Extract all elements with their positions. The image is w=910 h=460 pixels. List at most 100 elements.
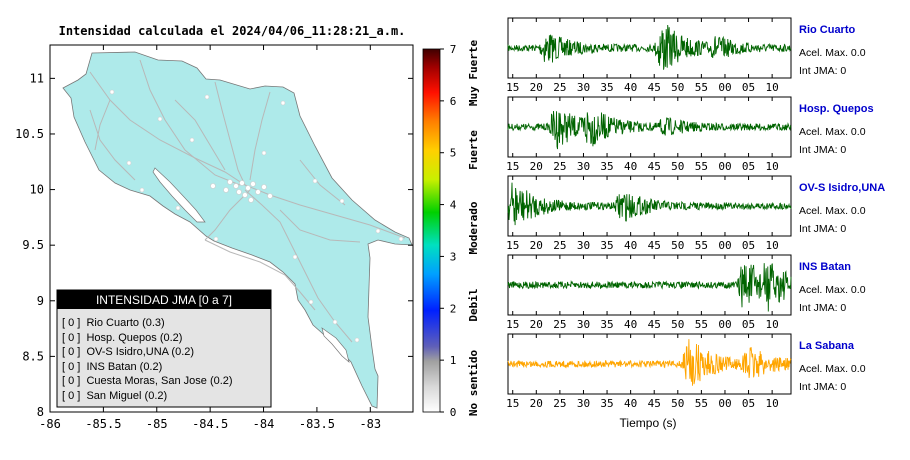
acel-max-label: Acel. Max. 0.0 bbox=[799, 126, 866, 138]
colorbar-tick-label: 0 bbox=[450, 406, 457, 419]
waveform-tick-label: 40 bbox=[624, 397, 637, 410]
waveform-tick-label: 00 bbox=[718, 318, 731, 331]
station-markers bbox=[109, 89, 404, 343]
map-x-tick-label: -83 bbox=[359, 417, 381, 431]
waveform-tick-label: 35 bbox=[600, 318, 613, 331]
int-jma-label: Int JMA: 0 bbox=[799, 223, 846, 235]
waveform-tick-label: 15 bbox=[506, 318, 519, 331]
legend-item-6: [ 0 ] San Miguel (0.2) bbox=[62, 390, 167, 402]
waveform-tick-label: 15 bbox=[506, 160, 519, 173]
colorbar-tick-label: 4 bbox=[450, 199, 457, 212]
waveform-tick-label: 55 bbox=[695, 239, 708, 252]
map-y-axis: 8 8.5 9 9.5 10 10.5 11 bbox=[15, 71, 413, 419]
waveform-trace bbox=[507, 263, 792, 312]
waveform-panel: 15 20 25 30 35 40 45 50 55 00 05 10 OV-S Isidro,UNA A… bbox=[506, 175, 885, 252]
waveform-tick-label: 45 bbox=[648, 318, 661, 331]
station-name: OV-S Isidro,UNA bbox=[799, 182, 885, 194]
waveform-tick-label: 40 bbox=[624, 318, 637, 331]
legend-item-2: [ 0 ] Hosp. Quepos (0.2) bbox=[62, 332, 182, 344]
map-x-tick-label: -84 bbox=[253, 417, 275, 431]
int-jma-label: Int JMA: 0 bbox=[799, 65, 846, 77]
waveform-tick-label: 30 bbox=[577, 81, 590, 94]
waveform-panel: 15 20 25 30 35 40 45 50 55 00 05 10 Rio Cuarto Acel. … bbox=[506, 17, 866, 94]
colorbar-label-debil: Debil bbox=[467, 288, 480, 321]
waveform-x-label: Tiempo (s) bbox=[620, 416, 677, 430]
station-marker bbox=[332, 319, 338, 325]
colorbar-tick-label: 3 bbox=[450, 250, 457, 263]
station-marker bbox=[292, 254, 298, 260]
waveform-tick-label: 00 bbox=[718, 397, 731, 410]
colorbar-tick-label: 1 bbox=[450, 354, 457, 367]
waveform-tick-label: 45 bbox=[648, 160, 661, 173]
waveform-tick-label: 35 bbox=[600, 160, 613, 173]
waveform-trace bbox=[507, 339, 792, 386]
station-marker bbox=[245, 185, 251, 191]
waveform-tick-label: 10 bbox=[766, 239, 779, 252]
station-marker bbox=[261, 150, 267, 156]
station-marker bbox=[189, 137, 195, 143]
station-marker bbox=[308, 299, 314, 305]
station-marker bbox=[280, 100, 286, 106]
station-name: La Sabana bbox=[799, 340, 855, 352]
legend-item-3: [ 0 ] OV-S Isidro,UNA (0.2) bbox=[62, 346, 194, 358]
waveform-tick-label: 00 bbox=[718, 81, 731, 94]
map-y-tick-label: 10.5 bbox=[15, 127, 44, 141]
station-marker bbox=[267, 193, 273, 199]
colorbar-label-muy-fuerte: Muy Fuerte bbox=[467, 40, 480, 107]
station-marker bbox=[223, 187, 229, 193]
waveform-tick-label: 00 bbox=[718, 160, 731, 173]
acel-max-label: Acel. Max. 0.0 bbox=[799, 205, 866, 217]
waveform-tick-label: 20 bbox=[530, 318, 543, 331]
map-y-tick-label: 11 bbox=[30, 71, 44, 85]
station-marker bbox=[213, 236, 219, 242]
colorbar-ticks: 0 1 2 3 4 5 6 7 bbox=[440, 43, 457, 419]
waveform-tick-label: 35 bbox=[600, 239, 613, 252]
waveform-tick-label: 05 bbox=[742, 397, 755, 410]
legend-title: INTENSIDAD JMA [0 a 7] bbox=[96, 293, 232, 307]
station-name: Hosp. Quepos bbox=[799, 103, 874, 115]
costa-rica-land bbox=[62, 51, 413, 409]
waveform-tick-label: 10 bbox=[766, 81, 779, 94]
golfo-dulce bbox=[321, 327, 350, 363]
waveform-tick-label: 50 bbox=[671, 318, 684, 331]
map-x-tick-label: -85.5 bbox=[85, 417, 121, 431]
station-marker bbox=[375, 228, 381, 234]
legend-title-bar bbox=[57, 290, 271, 309]
waveform-tick-label: 50 bbox=[671, 81, 684, 94]
map-x-axis: -86 -85.5 -85 -84.5 -84 -83.5 -83 bbox=[39, 45, 381, 431]
station-marker bbox=[261, 184, 267, 190]
station-marker bbox=[175, 205, 181, 211]
waveform-tick-label: 55 bbox=[695, 160, 708, 173]
legend-item-4: [ 0 ] INS Batan (0.2) bbox=[62, 361, 162, 373]
waveform-tick-label: 30 bbox=[577, 160, 590, 173]
map-y-tick-label: 8 bbox=[37, 405, 44, 419]
waveform-tick-label: 55 bbox=[695, 318, 708, 331]
road-network bbox=[89, 59, 406, 343]
station-marker bbox=[312, 178, 318, 184]
station-marker bbox=[236, 189, 242, 195]
waveform-tick-label: 10 bbox=[766, 397, 779, 410]
waveform-tick-label: 25 bbox=[553, 81, 566, 94]
station-marker bbox=[250, 181, 256, 187]
station-name: INS Batan bbox=[799, 261, 851, 273]
legend-box bbox=[56, 289, 272, 408]
map-y-tick-label: 8.5 bbox=[22, 349, 44, 363]
waveform-tick-label: 40 bbox=[624, 239, 637, 252]
station-marker bbox=[157, 116, 163, 122]
colorbar-gradient bbox=[422, 48, 441, 413]
waveform-tick-label: 15 bbox=[506, 81, 519, 94]
map-x-tick-label: -84.5 bbox=[192, 417, 228, 431]
station-marker bbox=[139, 187, 145, 193]
intensity-colorbar: 0 1 2 3 4 5 6 7 No sentido Debil Moderado Fuert… bbox=[422, 40, 480, 419]
waveform-tick-label: 25 bbox=[553, 239, 566, 252]
waveform-tick-label: 20 bbox=[530, 160, 543, 173]
gulf-of-nicoya bbox=[152, 167, 206, 223]
station-marker bbox=[233, 183, 239, 189]
legend-item-1: [ 0 ] Rio Cuarto (0.3) bbox=[62, 317, 165, 329]
map-x-tick-label: -85 bbox=[146, 417, 168, 431]
waveform-tick-label: 20 bbox=[530, 81, 543, 94]
waveform-tick-label: 50 bbox=[671, 397, 684, 410]
legend-item-5: [ 0 ] Cuesta Moras, San Jose (0.2) bbox=[62, 375, 233, 387]
waveform-tick-label: 50 bbox=[671, 160, 684, 173]
